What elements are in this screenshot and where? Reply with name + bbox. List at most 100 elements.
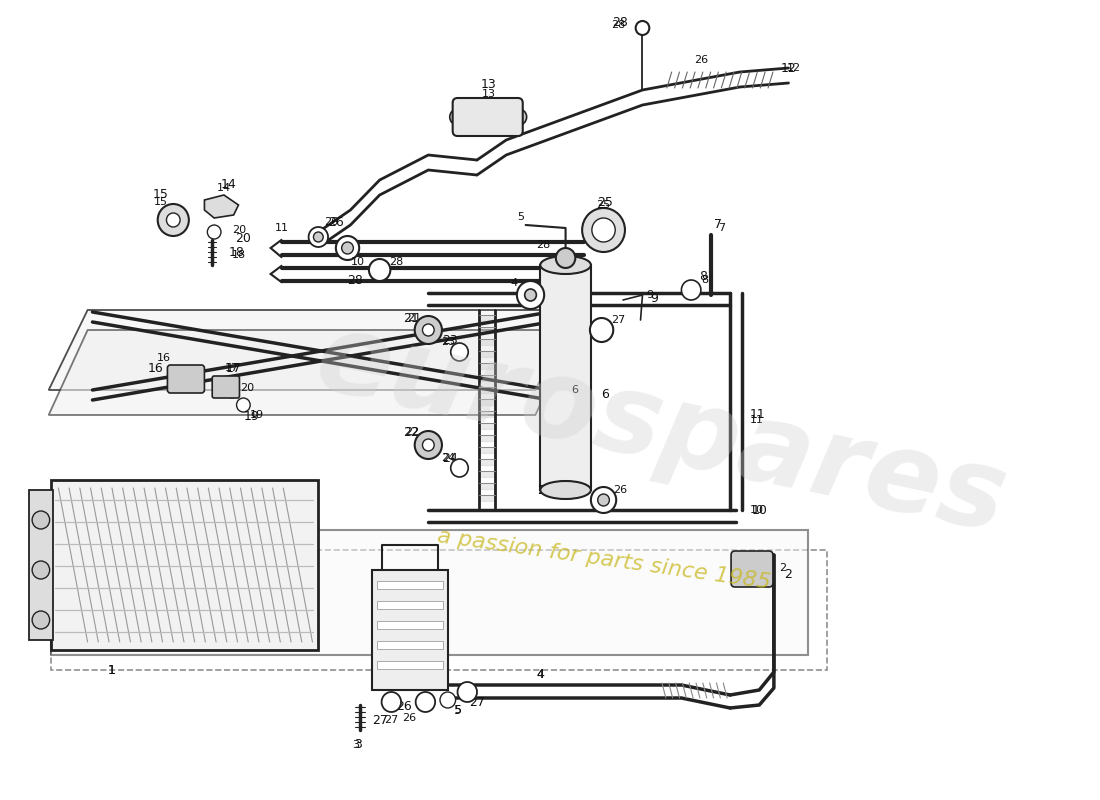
Circle shape — [342, 242, 353, 254]
Ellipse shape — [540, 256, 591, 274]
Text: 14: 14 — [221, 178, 236, 191]
Text: 15: 15 — [154, 197, 167, 207]
Bar — [372, 570, 448, 690]
FancyBboxPatch shape — [167, 365, 205, 393]
Circle shape — [422, 439, 435, 451]
Circle shape — [422, 324, 435, 336]
Circle shape — [451, 459, 469, 477]
Text: 8: 8 — [698, 270, 707, 283]
Text: 23: 23 — [441, 337, 455, 347]
Text: 27: 27 — [610, 315, 625, 325]
Text: 25: 25 — [597, 195, 614, 209]
Text: 7: 7 — [718, 223, 726, 233]
Text: 4: 4 — [537, 670, 543, 680]
Text: 25: 25 — [596, 200, 611, 210]
Text: 26: 26 — [396, 699, 411, 713]
Text: 28: 28 — [613, 15, 628, 29]
Text: 7: 7 — [714, 218, 723, 231]
Circle shape — [382, 692, 402, 712]
Text: 13: 13 — [482, 89, 496, 99]
Circle shape — [236, 398, 250, 412]
Text: 26: 26 — [613, 485, 627, 495]
Text: 2: 2 — [784, 569, 792, 582]
Text: 10: 10 — [351, 257, 365, 267]
Bar — [376, 661, 443, 669]
Text: 3: 3 — [354, 738, 362, 751]
Text: 21: 21 — [403, 311, 419, 325]
Text: 10: 10 — [749, 505, 763, 515]
Text: 15: 15 — [153, 189, 168, 202]
Text: 26: 26 — [537, 483, 553, 497]
Circle shape — [636, 21, 649, 35]
Text: 2: 2 — [779, 563, 785, 573]
Text: 3: 3 — [352, 740, 359, 750]
Text: 27: 27 — [469, 695, 485, 709]
Circle shape — [592, 218, 615, 242]
Circle shape — [415, 316, 442, 344]
Text: 28: 28 — [389, 257, 404, 267]
Circle shape — [512, 109, 527, 125]
Circle shape — [525, 289, 537, 301]
Text: eurospares: eurospares — [307, 305, 1016, 555]
Text: 28: 28 — [348, 274, 363, 286]
Text: 20: 20 — [232, 225, 245, 235]
Circle shape — [591, 487, 616, 513]
Polygon shape — [51, 530, 808, 655]
Ellipse shape — [540, 481, 591, 499]
Text: 16: 16 — [147, 362, 164, 374]
Text: 24: 24 — [442, 451, 458, 465]
Text: 12: 12 — [786, 63, 801, 73]
FancyBboxPatch shape — [212, 376, 240, 398]
Circle shape — [227, 388, 236, 398]
Text: 12: 12 — [781, 62, 796, 74]
Text: 11: 11 — [275, 223, 289, 233]
Text: 27: 27 — [372, 714, 387, 726]
Circle shape — [368, 259, 390, 281]
Circle shape — [458, 682, 477, 702]
Text: 1: 1 — [108, 663, 115, 677]
Text: 19: 19 — [243, 410, 258, 423]
Text: 9: 9 — [650, 291, 658, 305]
Text: 18: 18 — [229, 246, 244, 258]
Circle shape — [681, 280, 701, 300]
Text: 20: 20 — [235, 231, 251, 245]
Bar — [30, 490, 53, 640]
Circle shape — [590, 318, 614, 342]
Text: 18: 18 — [232, 250, 245, 260]
Circle shape — [309, 227, 328, 247]
Circle shape — [517, 281, 544, 309]
Text: 22: 22 — [406, 427, 420, 437]
Text: 5: 5 — [453, 703, 462, 717]
Text: 17: 17 — [224, 363, 239, 373]
Circle shape — [597, 494, 609, 506]
Text: 6: 6 — [571, 385, 578, 395]
Text: 16: 16 — [156, 353, 170, 363]
Circle shape — [32, 611, 50, 629]
Circle shape — [450, 109, 465, 125]
Circle shape — [314, 232, 323, 242]
Text: 13: 13 — [481, 78, 496, 91]
Text: 5: 5 — [454, 705, 461, 715]
Text: 27: 27 — [384, 715, 398, 725]
Text: 23: 23 — [442, 334, 458, 346]
Text: 10: 10 — [751, 503, 767, 517]
Circle shape — [415, 431, 442, 459]
Polygon shape — [48, 330, 574, 415]
Text: 5: 5 — [517, 212, 525, 222]
Text: 22: 22 — [403, 426, 419, 438]
Text: 26: 26 — [694, 55, 708, 65]
Circle shape — [157, 204, 189, 236]
Circle shape — [166, 213, 180, 227]
Bar — [376, 601, 443, 609]
Text: 6: 6 — [602, 389, 609, 402]
Text: 28: 28 — [536, 240, 550, 250]
Bar — [376, 581, 443, 589]
Text: 26: 26 — [402, 713, 416, 723]
Text: 26: 26 — [323, 217, 338, 227]
Text: 14: 14 — [217, 183, 231, 193]
Text: 21: 21 — [407, 313, 421, 323]
Polygon shape — [48, 310, 574, 390]
Circle shape — [582, 208, 625, 252]
Text: 19: 19 — [250, 410, 264, 420]
Circle shape — [556, 248, 575, 268]
